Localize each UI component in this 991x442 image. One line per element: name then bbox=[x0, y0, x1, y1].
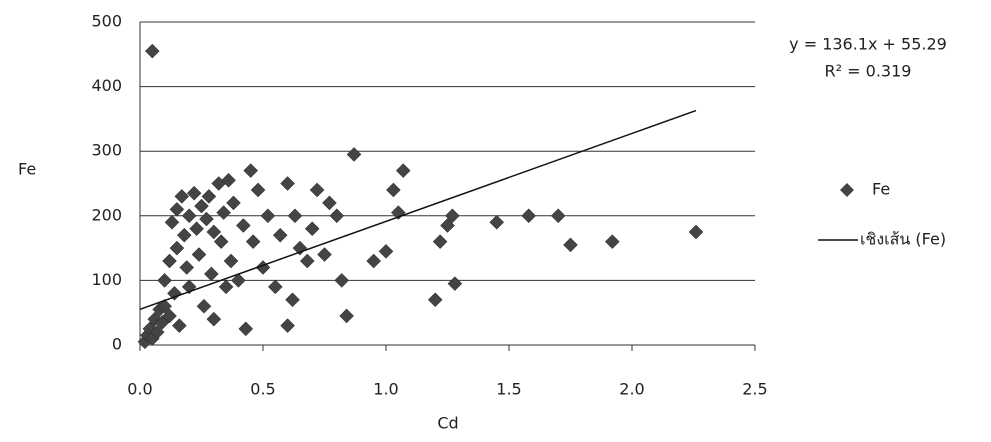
y-tick-label: 200 bbox=[91, 205, 122, 224]
point bbox=[170, 202, 184, 216]
point bbox=[207, 312, 221, 326]
point bbox=[217, 206, 231, 220]
point bbox=[322, 196, 336, 210]
point bbox=[605, 235, 619, 249]
point bbox=[522, 209, 536, 223]
x-tick-label: 2.5 bbox=[742, 380, 767, 399]
x-tick-label: 0.5 bbox=[250, 380, 275, 399]
x-tick-label: 1.0 bbox=[373, 380, 398, 399]
point bbox=[226, 196, 240, 210]
legend-label: Fe bbox=[872, 180, 890, 199]
point bbox=[180, 260, 194, 274]
point bbox=[199, 212, 213, 226]
point bbox=[386, 183, 400, 197]
point bbox=[318, 248, 332, 262]
legend-marker bbox=[840, 183, 854, 197]
point bbox=[448, 277, 462, 291]
point bbox=[293, 241, 307, 255]
point bbox=[300, 254, 314, 268]
point bbox=[268, 280, 282, 294]
point bbox=[273, 228, 287, 242]
point bbox=[165, 215, 179, 229]
point bbox=[190, 222, 204, 236]
chart: Fe Cd y = 136.1x + 55.29 R² = 0.319 Fe เ… bbox=[0, 0, 991, 442]
point bbox=[305, 222, 319, 236]
x-axis-title: Cd bbox=[437, 414, 458, 433]
point bbox=[310, 183, 324, 197]
point bbox=[182, 209, 196, 223]
trend-equation: y = 136.1x + 55.29 bbox=[789, 35, 947, 54]
point bbox=[330, 209, 344, 223]
y-tick-label: 300 bbox=[91, 141, 122, 160]
point bbox=[197, 299, 211, 313]
point bbox=[251, 183, 265, 197]
x-tick-label: 0.0 bbox=[127, 380, 152, 399]
point bbox=[175, 189, 189, 203]
point bbox=[288, 209, 302, 223]
point bbox=[219, 280, 233, 294]
point bbox=[347, 147, 361, 161]
legend-label: เชิงเส้น (Fe) bbox=[860, 230, 946, 249]
point bbox=[261, 209, 275, 223]
point bbox=[236, 218, 250, 232]
point bbox=[396, 164, 410, 178]
point bbox=[340, 309, 354, 323]
point bbox=[490, 215, 504, 229]
point bbox=[192, 248, 206, 262]
x-tick-label: 2.0 bbox=[619, 380, 644, 399]
point bbox=[286, 293, 300, 307]
point bbox=[689, 225, 703, 239]
point bbox=[433, 235, 447, 249]
y-axis-title: Fe bbox=[18, 160, 36, 179]
point bbox=[158, 273, 172, 287]
point bbox=[244, 164, 258, 178]
point bbox=[379, 244, 393, 258]
point bbox=[145, 44, 159, 58]
point bbox=[246, 235, 260, 249]
y-tick-label: 500 bbox=[91, 12, 122, 31]
point bbox=[281, 177, 295, 191]
point bbox=[335, 273, 349, 287]
point bbox=[551, 209, 565, 223]
point bbox=[239, 322, 253, 336]
point bbox=[367, 254, 381, 268]
point bbox=[172, 319, 186, 333]
point bbox=[564, 238, 578, 252]
y-tick-label: 0 bbox=[112, 335, 122, 354]
point bbox=[163, 254, 177, 268]
point bbox=[170, 241, 184, 255]
point bbox=[204, 267, 218, 281]
y-tick-label: 400 bbox=[91, 76, 122, 95]
y-tick-label: 100 bbox=[91, 270, 122, 289]
point bbox=[281, 319, 295, 333]
trend-r2: R² = 0.319 bbox=[825, 62, 912, 81]
point bbox=[177, 228, 191, 242]
point bbox=[224, 254, 238, 268]
point bbox=[428, 293, 442, 307]
point bbox=[187, 186, 201, 200]
x-tick-label: 1.5 bbox=[496, 380, 521, 399]
